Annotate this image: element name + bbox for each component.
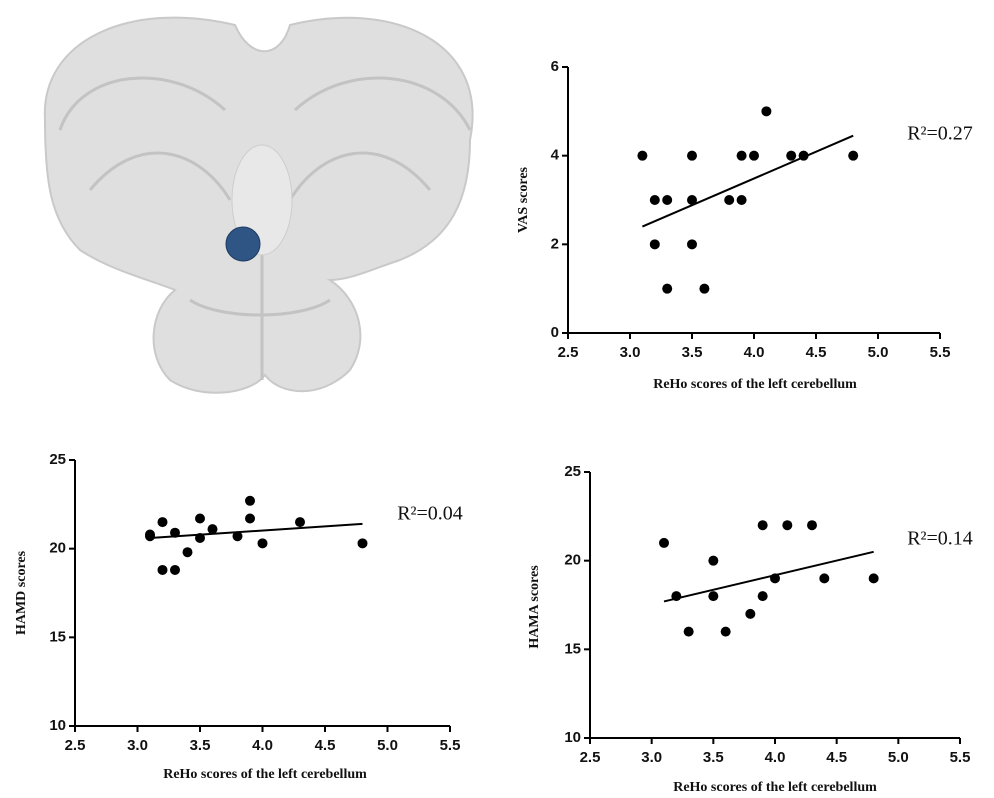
point <box>182 547 193 558</box>
point <box>745 608 756 619</box>
point <box>724 195 735 205</box>
y-tick-label: 10 <box>564 729 581 746</box>
roi-sphere <box>225 226 261 262</box>
x-tick-label: 2.5 <box>65 737 86 754</box>
point <box>207 524 218 535</box>
fit-line <box>642 134 854 228</box>
y-tick-label: 25 <box>564 463 581 480</box>
x-tick-label: 5.0 <box>377 737 398 754</box>
y-tick-label: 20 <box>564 552 581 569</box>
point <box>687 195 697 205</box>
point <box>708 591 719 602</box>
x-tick-label: 4.5 <box>315 737 336 754</box>
x-axis-label: ReHo scores of the left cerebellum <box>673 780 877 795</box>
y-axis-label: HAMA scores <box>527 565 542 649</box>
y-tick-label: 0 <box>551 324 559 341</box>
y-tick-label: 25 <box>49 451 66 468</box>
point <box>720 626 731 637</box>
x-tick-label: 3.0 <box>620 344 641 361</box>
point <box>170 527 180 538</box>
point <box>749 150 759 161</box>
point <box>798 150 809 161</box>
point <box>662 195 673 205</box>
fit-line <box>149 522 363 540</box>
x-tick-label: 3.5 <box>703 749 724 766</box>
x-axis-label: ReHo scores of the left cerebellum <box>653 377 857 392</box>
point <box>232 531 243 542</box>
point <box>195 513 205 524</box>
x-tick-label: 5.0 <box>888 749 909 766</box>
x-tick-label: 5.0 <box>868 344 889 361</box>
brain-render <box>43 16 474 394</box>
r-squared: R²=0.04 <box>397 503 463 525</box>
point <box>770 573 780 584</box>
y-tick-label: 4 <box>551 147 560 164</box>
point <box>761 106 772 117</box>
x-tick-label: 3.5 <box>682 344 703 361</box>
point <box>157 517 168 528</box>
x-tick-label: 4.5 <box>826 749 847 766</box>
point <box>257 538 268 549</box>
point <box>145 531 155 542</box>
x-tick-label: 4.0 <box>252 737 273 754</box>
point <box>736 195 747 205</box>
point <box>757 520 768 531</box>
point <box>699 283 710 294</box>
point <box>195 533 205 544</box>
x-tick-label: 3.5 <box>190 737 211 754</box>
x-tick-label: 4.0 <box>744 344 765 361</box>
x-tick-label: 3.0 <box>641 749 662 766</box>
y-tick-label: 2 <box>551 235 559 252</box>
x-tick-label: 4.0 <box>765 749 786 766</box>
y-tick-label: 15 <box>49 628 66 645</box>
y-axis-label: HAMD scores <box>14 550 29 635</box>
point <box>649 239 660 250</box>
x-tick-label: 5.5 <box>930 344 951 361</box>
x-axis-label: ReHo scores of the left cerebellum <box>163 767 367 782</box>
point <box>687 239 697 250</box>
y-tick-label: 6 <box>551 58 559 75</box>
point <box>245 513 255 524</box>
point <box>170 564 180 575</box>
point <box>819 573 830 584</box>
cerebellum-folds <box>58 76 472 380</box>
point <box>245 495 255 506</box>
point <box>671 591 682 602</box>
r-squared: R²=0.14 <box>907 528 973 550</box>
point <box>848 150 859 161</box>
x-tick-label: 2.5 <box>580 749 601 766</box>
fit-line <box>663 550 874 603</box>
point <box>662 283 673 294</box>
point <box>659 537 669 548</box>
x-tick-label: 3.0 <box>127 737 148 754</box>
x-tick-label: 5.5 <box>440 737 461 754</box>
y-axis-label: VAS scores <box>516 166 531 233</box>
point <box>786 150 797 161</box>
point <box>357 538 368 549</box>
r-squared: R²=0.27 <box>907 123 973 145</box>
y-tick-label: 10 <box>49 717 66 734</box>
point <box>736 150 747 161</box>
point <box>295 517 305 528</box>
point <box>868 573 879 584</box>
point <box>807 520 817 531</box>
point <box>782 520 793 531</box>
point <box>683 626 694 637</box>
point <box>649 195 660 205</box>
point <box>637 150 648 161</box>
y-tick-label: 15 <box>564 640 581 657</box>
point <box>157 564 168 575</box>
point <box>708 555 719 566</box>
point <box>687 150 697 161</box>
x-tick-label: 5.5 <box>950 749 971 766</box>
x-tick-label: 4.5 <box>806 344 827 361</box>
y-tick-label: 20 <box>49 540 66 557</box>
point <box>757 591 768 602</box>
x-tick-label: 2.5 <box>558 344 579 361</box>
